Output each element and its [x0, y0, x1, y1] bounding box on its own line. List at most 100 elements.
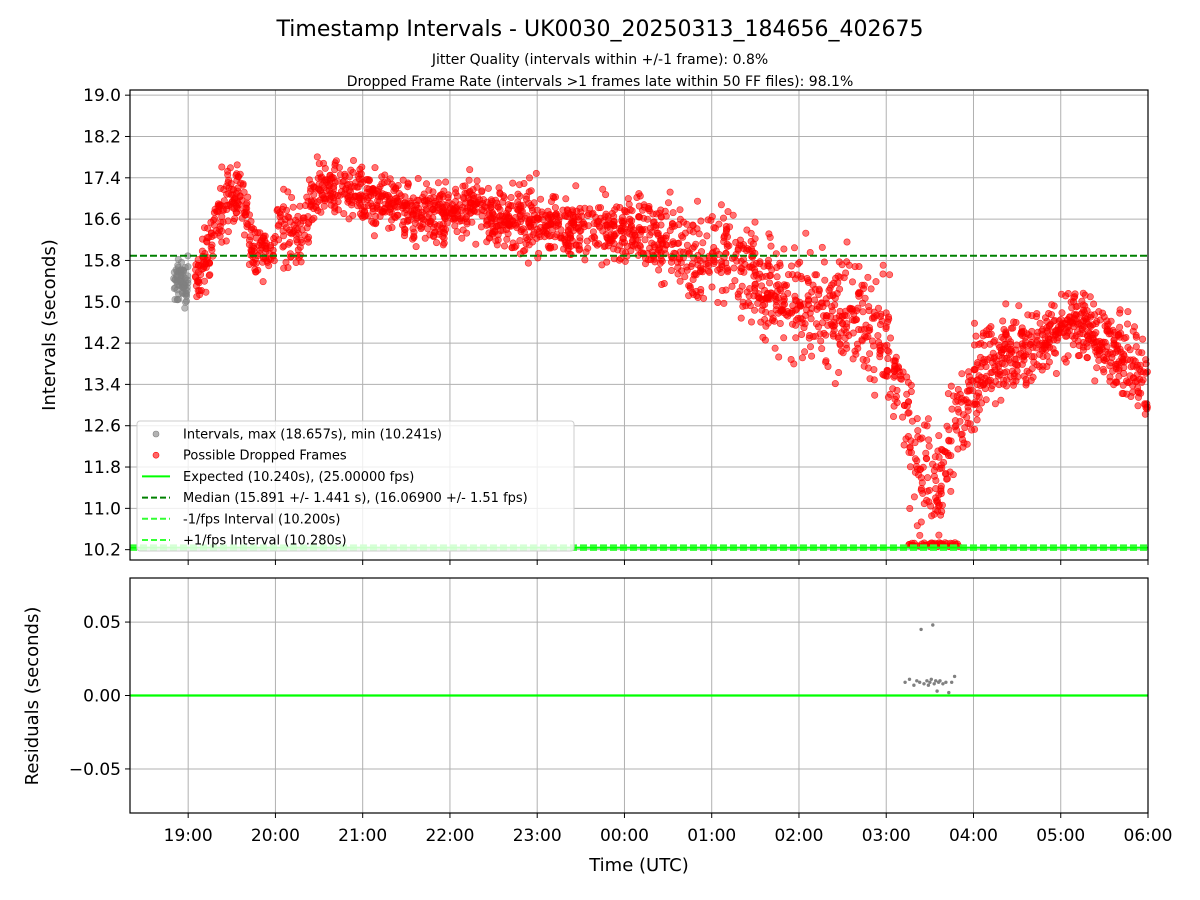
- dropped-frame-point: [974, 389, 982, 397]
- dropped-frame-point: [515, 201, 523, 209]
- x-tick-label-0200: 02:00: [774, 826, 823, 846]
- dropped-frame-point: [322, 195, 330, 203]
- dropped-frame-point: [444, 191, 452, 199]
- dropped-frame-point: [516, 237, 524, 245]
- dropped-frame-point: [983, 355, 991, 363]
- dropped-frame-point: [775, 353, 783, 361]
- dropped-frame-point: [938, 507, 946, 515]
- dropped-frame-point: [835, 312, 843, 320]
- dropped-frame-point: [835, 258, 843, 266]
- intervals-y-axis-label: Intervals (seconds): [39, 239, 60, 411]
- dropped-frame-point: [339, 182, 347, 190]
- y-tick-label-top-6: 15.0: [83, 293, 121, 313]
- dropped-frame-point: [697, 217, 705, 225]
- dropped-frame-point: [821, 276, 829, 284]
- dropped-frame-point: [265, 255, 273, 263]
- dropped-frame-point: [913, 465, 921, 473]
- dropped-frame-point: [911, 439, 919, 447]
- dropped-frame-point: [1101, 357, 1109, 365]
- dropped-frame-point: [795, 301, 803, 309]
- residual-point: [925, 679, 929, 683]
- dropped-frame-point: [620, 239, 628, 247]
- dropped-frame-point: [1022, 351, 1030, 359]
- dropped-frame-point: [780, 334, 788, 342]
- interval-point: [180, 267, 188, 275]
- dropped-frame-point: [564, 240, 572, 248]
- dropped-frame-point: [498, 212, 506, 220]
- residual-point: [912, 683, 916, 687]
- dropped-frame-point: [675, 239, 683, 247]
- dropped-frame-point: [836, 273, 844, 281]
- chart-subtitle-dropped: Dropped Frame Rate (intervals >1 frames …: [347, 74, 854, 90]
- dropped-frame-point: [1003, 343, 1011, 351]
- dropped-frame-point: [906, 504, 914, 512]
- dropped-frame-point: [386, 205, 394, 213]
- residual-point: [929, 677, 933, 681]
- dropped-frame-point: [305, 233, 313, 241]
- dropped-frame-point: [628, 241, 636, 249]
- dropped-frame-point: [232, 171, 240, 179]
- dropped-frame-point: [662, 234, 670, 242]
- dropped-frame-point: [433, 222, 441, 230]
- y-tick-label-top-0: 10.2: [83, 541, 121, 561]
- dropped-frame-point: [310, 183, 318, 191]
- dropped-frame-point: [737, 257, 745, 265]
- dropped-frame-point: [1083, 354, 1091, 362]
- dropped-frame-point: [551, 193, 559, 201]
- dropped-frame-point: [300, 214, 308, 222]
- dropped-frame-point: [1132, 333, 1140, 341]
- dropped-frame-point: [866, 350, 874, 358]
- dropped-frame-point: [618, 218, 626, 226]
- dropped-frame-point: [987, 385, 995, 393]
- dropped-frame-point: [241, 211, 249, 219]
- residual-point: [950, 680, 954, 684]
- dropped-frame-point: [897, 375, 905, 383]
- dropped-frame-point: [843, 238, 851, 246]
- intervals-x-ticks: [187, 560, 1149, 565]
- dropped-frame-point: [258, 244, 266, 252]
- dropped-frame-point: [410, 228, 418, 236]
- y-tick-label-top-10: 18.2: [83, 127, 121, 147]
- dropped-frame-point: [664, 199, 672, 207]
- dropped-frame-point: [442, 178, 450, 186]
- dropped-frame-point: [1074, 337, 1082, 345]
- dropped-frame-point: [1091, 377, 1099, 385]
- dropped-frame-point: [1078, 297, 1086, 305]
- dropped-frame-point: [641, 236, 649, 244]
- dropped-frame-point: [690, 271, 698, 279]
- dropped-frame-point: [963, 413, 971, 421]
- dropped-frame-point: [424, 214, 432, 222]
- dropped-frame-point: [192, 272, 200, 280]
- dropped-frame-point: [666, 188, 674, 196]
- dropped-frame-point: [305, 176, 313, 184]
- interval-point: [183, 297, 191, 305]
- dropped-frame-point: [932, 494, 940, 502]
- dropped-frame-point: [465, 176, 473, 184]
- dropped-frame-point: [206, 271, 214, 279]
- dropped-frame-point: [1027, 333, 1035, 341]
- dropped-frame-point: [731, 277, 739, 285]
- dropped-frame-point: [1049, 345, 1057, 353]
- dropped-frame-point: [369, 185, 377, 193]
- dropped-frame-point: [280, 185, 288, 193]
- dropped-frame-point: [737, 314, 745, 322]
- dropped-frame-point: [1092, 329, 1100, 337]
- dropped-frame-point: [726, 223, 734, 231]
- dropped-frame-point: [947, 487, 955, 495]
- dropped-frame-point: [757, 318, 765, 326]
- dropped-frame-point: [839, 349, 847, 357]
- dropped-frame-point: [551, 233, 559, 241]
- dropped-frame-point: [443, 219, 451, 227]
- dropped-frame-point: [297, 220, 305, 228]
- y-tick-label-bottom-0: 0.05: [83, 613, 121, 633]
- dropped-frame-point: [567, 234, 575, 242]
- dropped-frame-point: [395, 190, 403, 198]
- x-tick-label-2300: 23:00: [513, 826, 562, 846]
- dropped-frame-point: [1018, 360, 1026, 368]
- dropped-frame-point: [1043, 352, 1051, 360]
- dropped-frame-point: [521, 214, 529, 222]
- dropped-frame-point: [274, 205, 282, 213]
- y-tick-label-top-2: 11.8: [83, 458, 121, 478]
- dropped-frame-point: [224, 171, 232, 179]
- dropped-frame-point: [331, 161, 339, 169]
